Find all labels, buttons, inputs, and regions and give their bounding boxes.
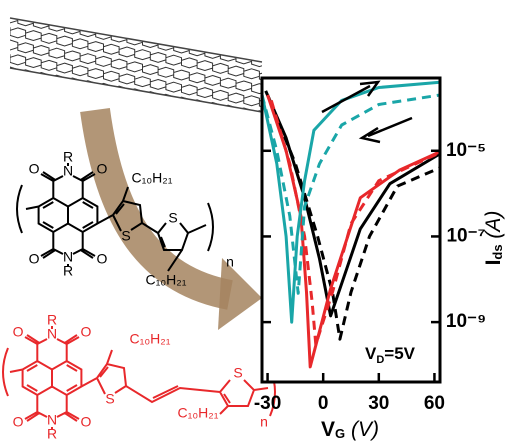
atom-label: n	[260, 414, 268, 430]
x-tick-label: 0	[318, 393, 329, 414]
curve	[266, 94, 440, 341]
flow-arrow	[80, 107, 234, 310]
annotation-part: D	[376, 354, 384, 366]
atom-label: C₁₀H₂₁	[130, 331, 171, 347]
atom-label: C₁₀H₂₁	[178, 405, 219, 421]
y-tick-label: 10⁻⁷	[446, 225, 485, 246]
plot: VD=5V VG (V) Ids (A) -30 0 30 6010⁻⁹10⁻⁷10⁻…	[254, 76, 506, 442]
atom-label: S	[233, 365, 242, 381]
curve	[269, 99, 440, 346]
atom-label: R	[47, 312, 57, 328]
y-axis-label-part: I	[482, 260, 505, 266]
curves	[262, 80, 440, 369]
atom-label: O	[13, 324, 24, 340]
sweep-arrow	[358, 116, 413, 144]
atom-label: O	[13, 414, 24, 430]
atom-label: N	[47, 326, 57, 342]
y-tick-label: 10⁻⁵	[446, 140, 486, 161]
x-axis-label-part: V	[321, 418, 335, 441]
bonds	[2, 326, 276, 430]
x-axis-label-part: (V)	[345, 418, 379, 441]
atom-label: R	[63, 149, 73, 165]
nanotube-outline	[9, 17, 263, 113]
y-axis-label: Ids (A)	[482, 211, 506, 266]
flow-arrow-head	[218, 258, 262, 330]
y-axis-label-part: ds	[490, 244, 505, 259]
annotation-part: =5V	[384, 344, 415, 363]
curve	[262, 80, 440, 324]
atom-label: R	[47, 426, 57, 442]
atom-label: C₁₀H₂₁	[132, 170, 173, 186]
atom-label: R	[63, 263, 73, 279]
atom-label: O	[97, 161, 108, 177]
molecule: R N O O O O N R C₁₀H₂₁ S S C₁₀H₂₁ n	[16, 149, 234, 288]
atom-label: n	[226, 254, 234, 270]
x-tick-label: 30	[368, 393, 389, 414]
atom-label: S	[168, 210, 177, 226]
x-axis-label: VG (V)	[321, 418, 379, 442]
atom-label: N	[63, 163, 73, 179]
atom-label: N	[63, 249, 73, 265]
atom-label: O	[97, 251, 108, 267]
atom-label: O	[81, 414, 92, 430]
annotation: VD=5V	[365, 344, 416, 365]
curve	[266, 94, 440, 369]
annotation-part: V	[365, 344, 377, 363]
y-axis-label-part: (A)	[482, 211, 505, 245]
x-axis-label-part: G	[335, 426, 345, 441]
atom-label: O	[81, 324, 92, 340]
x-tick-label: -30	[254, 393, 281, 414]
atom-label: S	[121, 228, 130, 244]
x-tick-label: 60	[424, 393, 445, 414]
atom-label: C₁₀H₂₁	[146, 272, 187, 288]
bonds	[16, 163, 214, 272]
atom-label: O	[29, 251, 40, 267]
plot-frame	[260, 76, 442, 384]
molecule: R N O O O O N R C₁₀H₂₁ S S C₁₀H₂₁ n	[2, 312, 276, 442]
atom-label: N	[47, 412, 57, 428]
curve	[262, 93, 440, 295]
atom-label: S	[105, 391, 114, 407]
sweep-arrow	[321, 80, 381, 114]
y-tick-label: 10⁻⁹	[446, 311, 486, 332]
atom-label: O	[29, 161, 40, 177]
